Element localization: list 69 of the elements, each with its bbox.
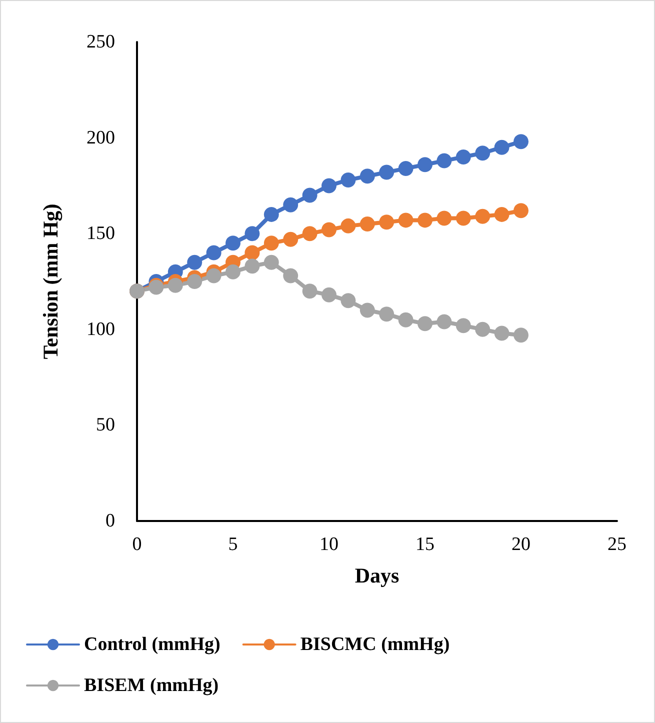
point bbox=[168, 278, 183, 293]
point bbox=[302, 284, 318, 299]
point bbox=[244, 226, 260, 242]
point bbox=[418, 157, 432, 172]
point bbox=[398, 212, 414, 228]
x-axis-title: Days bbox=[354, 564, 400, 588]
point bbox=[322, 178, 336, 194]
x-tick-label: 5 bbox=[228, 534, 238, 555]
y-tick-label: 100 bbox=[86, 318, 115, 340]
point bbox=[264, 236, 279, 251]
point bbox=[283, 197, 298, 212]
point bbox=[360, 302, 375, 318]
point bbox=[475, 146, 490, 161]
x-tick-label: 15 bbox=[416, 534, 434, 555]
point bbox=[302, 226, 318, 242]
legend-label: Control (mmHg) bbox=[84, 634, 220, 655]
point bbox=[418, 212, 432, 228]
point bbox=[418, 316, 432, 332]
y-tick-label: 200 bbox=[86, 127, 115, 148]
point bbox=[322, 222, 336, 238]
point bbox=[398, 160, 414, 176]
point bbox=[244, 245, 260, 260]
point bbox=[340, 293, 356, 308]
point bbox=[302, 188, 318, 203]
y-tick-label: 0 bbox=[106, 510, 115, 532]
point bbox=[187, 254, 202, 270]
point bbox=[340, 172, 356, 188]
point bbox=[398, 312, 414, 328]
point bbox=[244, 258, 260, 274]
point bbox=[283, 232, 298, 247]
point bbox=[360, 216, 375, 232]
point bbox=[436, 314, 452, 330]
legend-label: BISCMC (mmHg) bbox=[300, 634, 450, 655]
point bbox=[206, 268, 222, 284]
point bbox=[360, 168, 375, 184]
point bbox=[456, 210, 471, 226]
point bbox=[494, 326, 510, 341]
point bbox=[494, 140, 510, 155]
point bbox=[226, 264, 240, 280]
point bbox=[340, 218, 356, 234]
y-tick-label: 150 bbox=[86, 223, 115, 244]
point bbox=[264, 206, 279, 222]
point bbox=[514, 134, 528, 150]
point bbox=[187, 274, 202, 289]
x-tick-label: 25 bbox=[608, 534, 626, 555]
point bbox=[456, 318, 471, 334]
point bbox=[436, 210, 452, 226]
x-tick-label: 10 bbox=[320, 534, 338, 555]
point bbox=[379, 164, 394, 180]
point bbox=[379, 306, 394, 322]
point bbox=[456, 149, 471, 164]
point bbox=[475, 208, 490, 224]
y-tick-label: 250 bbox=[86, 32, 115, 52]
x-tick-label: 20 bbox=[512, 534, 530, 555]
point bbox=[322, 287, 336, 302]
point bbox=[494, 206, 510, 222]
point bbox=[379, 214, 394, 230]
point bbox=[514, 203, 528, 218]
point bbox=[475, 322, 490, 337]
point bbox=[436, 153, 452, 168]
x-tick-label: 0 bbox=[132, 534, 142, 555]
y-axis-title: Tension (mm Hg) bbox=[38, 204, 62, 360]
point bbox=[514, 328, 528, 343]
point bbox=[264, 254, 279, 270]
point bbox=[283, 268, 298, 284]
point bbox=[226, 236, 240, 251]
point bbox=[206, 245, 222, 260]
y-tick-label: 50 bbox=[96, 414, 115, 436]
legend-label: BISEM (mmHg) bbox=[84, 675, 219, 696]
